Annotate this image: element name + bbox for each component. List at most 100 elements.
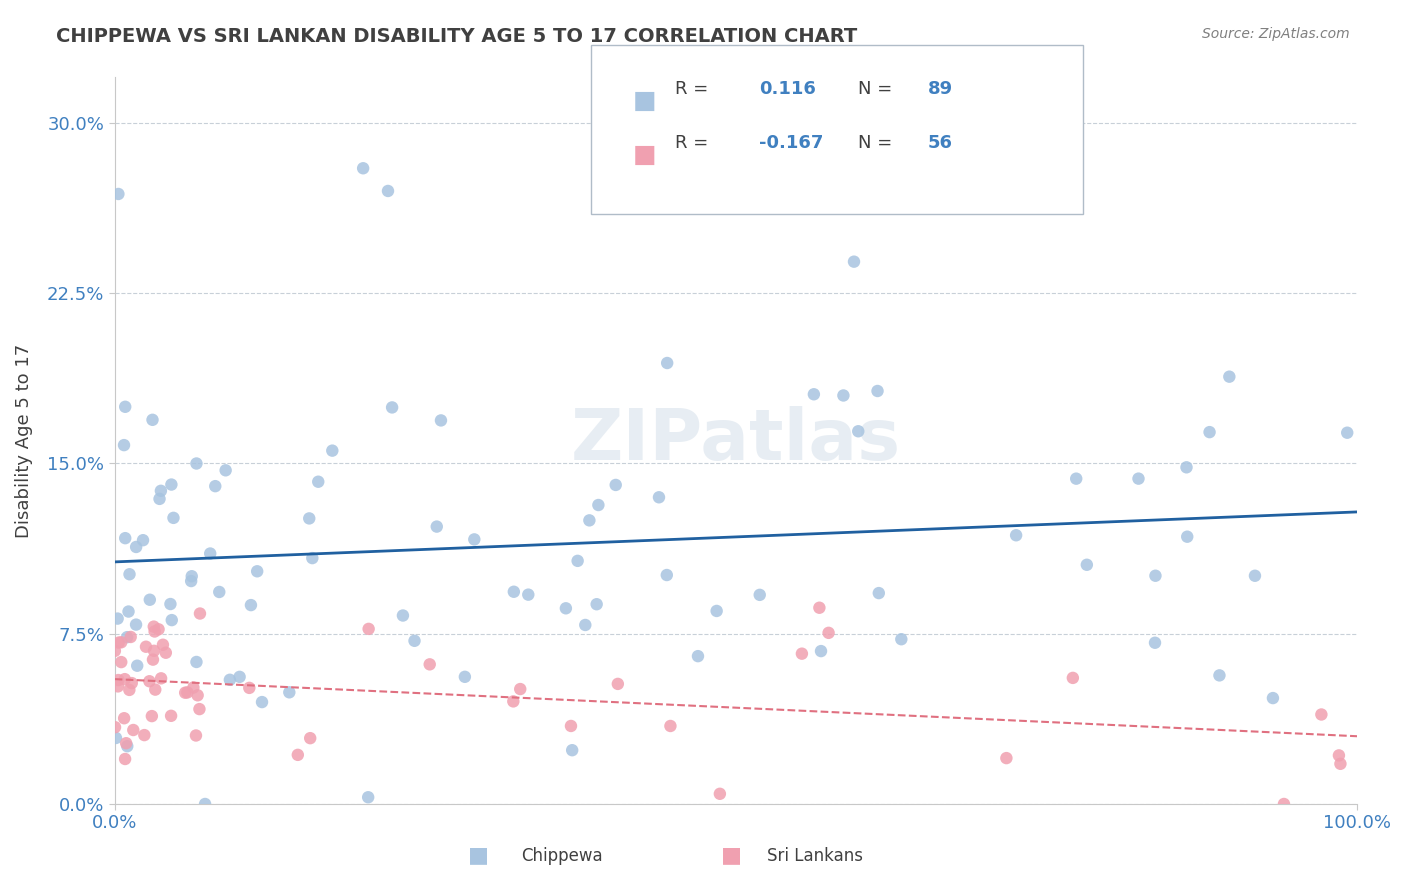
Point <box>287 747 309 762</box>
Point <box>238 681 260 695</box>
Point <box>110 635 132 649</box>
Point <box>709 787 731 801</box>
Point <box>180 569 202 583</box>
Point <box>1144 568 1167 582</box>
Point <box>239 598 262 612</box>
Text: CHIPPEWA VS SRI LANKAN DISABILITY AGE 5 TO 17 CORRELATION CHART: CHIPPEWA VS SRI LANKAN DISABILITY AGE 5 … <box>56 27 858 45</box>
Point <box>188 702 211 716</box>
Point <box>112 711 135 725</box>
Point <box>127 658 149 673</box>
Point <box>107 186 129 201</box>
Point <box>655 568 678 582</box>
Point <box>142 652 165 666</box>
Point <box>832 388 855 402</box>
Point <box>107 611 129 625</box>
Point <box>160 708 183 723</box>
Point <box>1175 530 1198 544</box>
Text: 0.116: 0.116 <box>759 80 815 98</box>
Text: 89: 89 <box>928 80 953 98</box>
Text: N =: N = <box>858 134 891 152</box>
Point <box>585 597 607 611</box>
Point <box>120 630 142 644</box>
Point <box>321 443 343 458</box>
Point <box>502 694 524 708</box>
Point <box>150 671 173 685</box>
Point <box>142 619 165 633</box>
Point <box>1310 707 1333 722</box>
Point <box>454 670 477 684</box>
Point <box>357 790 380 805</box>
Point <box>890 632 912 647</box>
Point <box>114 672 136 686</box>
Point <box>1005 528 1028 542</box>
Point <box>204 479 226 493</box>
Point <box>107 673 129 687</box>
Point <box>141 413 163 427</box>
Point <box>995 751 1018 765</box>
Point <box>803 387 825 401</box>
Point <box>187 688 209 702</box>
Point <box>1272 797 1295 811</box>
Point <box>301 551 323 566</box>
Point <box>160 613 183 627</box>
Text: Source: ZipAtlas.com: Source: ZipAtlas.com <box>1202 27 1350 41</box>
Point <box>134 728 156 742</box>
Point <box>419 657 441 672</box>
Point <box>1062 671 1084 685</box>
Point <box>152 638 174 652</box>
Point <box>659 719 682 733</box>
Point <box>218 673 240 687</box>
Point <box>114 531 136 545</box>
Point <box>112 438 135 452</box>
Point <box>1128 472 1150 486</box>
Text: N =: N = <box>858 80 891 98</box>
Point <box>588 498 610 512</box>
Point <box>606 677 628 691</box>
Point <box>868 586 890 600</box>
Point <box>426 519 449 533</box>
Point <box>517 588 540 602</box>
Point <box>842 254 865 268</box>
Point <box>174 686 197 700</box>
Point <box>214 463 236 477</box>
Point <box>121 676 143 690</box>
Text: -0.167: -0.167 <box>759 134 824 152</box>
Point <box>117 739 139 754</box>
Point <box>114 752 136 766</box>
Text: ■: ■ <box>468 846 488 865</box>
Point <box>115 630 138 644</box>
Point <box>648 490 671 504</box>
Point <box>357 622 380 636</box>
Point <box>162 511 184 525</box>
Point <box>159 597 181 611</box>
Point <box>381 401 404 415</box>
Point <box>377 184 399 198</box>
Point <box>135 640 157 654</box>
Point <box>141 709 163 723</box>
Point <box>117 605 139 619</box>
Point <box>430 413 453 427</box>
Point <box>1218 369 1240 384</box>
Point <box>866 384 889 398</box>
Point <box>463 533 485 547</box>
Point <box>160 477 183 491</box>
Point <box>184 729 207 743</box>
Point <box>139 592 162 607</box>
Point <box>188 607 211 621</box>
Point <box>228 670 250 684</box>
Text: Chippewa: Chippewa <box>522 847 603 865</box>
Point <box>299 731 322 746</box>
Point <box>574 618 596 632</box>
Point <box>817 625 839 640</box>
Text: ■: ■ <box>633 89 657 113</box>
Point <box>107 679 129 693</box>
Point <box>352 161 374 176</box>
Point <box>143 682 166 697</box>
Point <box>1244 568 1267 582</box>
Point <box>307 475 329 489</box>
Text: ■: ■ <box>633 143 657 167</box>
Point <box>149 483 172 498</box>
Point <box>176 685 198 699</box>
Point <box>118 682 141 697</box>
Point <box>846 424 869 438</box>
